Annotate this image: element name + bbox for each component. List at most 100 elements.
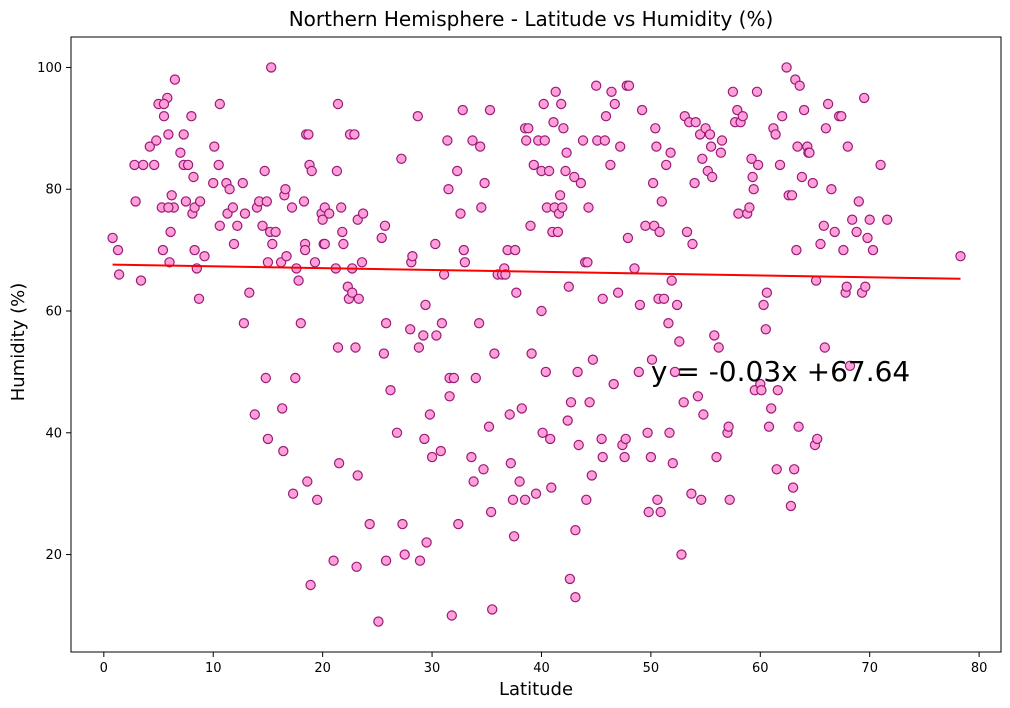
data-point-273 [664,427,675,438]
data-point-130 [407,251,418,262]
data-point-134 [418,330,429,341]
data-point-200 [543,165,555,177]
data-point-107 [347,287,358,298]
data-point-190 [528,159,540,171]
data-point-269 [656,196,668,207]
y-axis-label: Humidity (%) [8,283,29,402]
data-point-114 [356,257,368,268]
data-point-99 [333,458,345,469]
data-point-270 [658,293,670,304]
data-point-292 [697,153,708,164]
data-point-363 [838,244,849,256]
x-tick-label: 30 [424,661,441,676]
data-point-244 [612,287,624,298]
data-point-329 [770,129,781,140]
data-point-109 [350,342,361,353]
data-point-223 [573,439,584,451]
data-point-46 [228,238,240,250]
data-point-261 [647,177,659,189]
data-point-319 [751,86,763,98]
data-point-229 [583,202,594,213]
data-point-8 [148,159,160,171]
data-point-14 [163,129,174,140]
data-point-131 [412,110,423,122]
data-point-120 [379,220,391,231]
data-point-164 [478,464,489,475]
data-point-245 [615,141,626,152]
data-point-252 [629,263,640,274]
data-point-237 [597,293,608,304]
data-point-214 [561,147,572,158]
data-point-280 [676,549,687,560]
data-point-198 [540,366,552,378]
data-point-232 [587,354,599,365]
data-point-69 [280,183,291,195]
data-point-38 [209,141,220,152]
data-point-188 [525,220,536,231]
data-point-288 [690,116,701,128]
data-point-213 [560,165,571,177]
data-point-12 [158,110,170,122]
data-point-341 [791,244,802,256]
data-point-59 [262,433,274,445]
data-point-93 [324,208,335,219]
data-point-255 [636,104,648,116]
data-point-86 [309,257,321,268]
data-point-163 [476,202,487,213]
data-point-189 [526,348,537,359]
data-point-84 [305,579,316,591]
data-point-233 [591,80,602,91]
data-point-196 [538,98,549,110]
data-point-322 [756,385,767,396]
data-point-324 [760,324,772,335]
data-point-158 [467,135,478,146]
data-point-63 [266,62,277,73]
data-point-258 [643,506,654,518]
x-tick-label: 80 [971,661,988,676]
data-point-125 [396,153,407,164]
data-point-16 [166,190,177,201]
data-point-117 [373,616,384,627]
data-point-152 [453,518,464,530]
data-point-362 [836,110,847,122]
data-point-147 [444,391,455,402]
x-tick-label: 40 [533,661,550,676]
data-point-357 [820,123,832,134]
data-point-135 [419,433,430,445]
data-point-111 [352,470,363,481]
data-point-7 [144,141,155,152]
data-point-176 [504,409,515,420]
data-point-314 [744,202,755,213]
data-point-27 [182,159,194,171]
data-point-379 [955,251,966,262]
data-point-360 [829,226,840,238]
data-point-77 [298,196,310,207]
data-point-149 [446,610,457,621]
data-point-334 [781,62,792,73]
data-point-369 [851,226,862,238]
data-point-96 [331,165,343,177]
data-point-155 [458,244,469,256]
data-point-1 [112,244,124,256]
data-point-118 [376,232,387,244]
x-tick-label: 70 [861,661,878,676]
data-point-56 [259,165,270,177]
data-point-67 [278,445,289,457]
data-point-72 [287,488,299,499]
data-point-94 [328,555,339,566]
data-point-222 [572,366,583,378]
data-point-179 [508,531,520,542]
data-point-375 [864,214,875,225]
data-point-209 [554,190,566,201]
data-point-81 [303,129,314,140]
data-point-325 [761,287,773,298]
x-tick-label: 10 [205,661,222,676]
data-point-154 [457,104,468,116]
data-point-336 [785,500,797,512]
data-point-122 [380,318,392,329]
data-point-206 [550,86,561,98]
data-point-353 [812,433,823,445]
data-point-52 [249,409,260,420]
data-point-36 [199,251,210,262]
data-point-161 [473,318,485,329]
